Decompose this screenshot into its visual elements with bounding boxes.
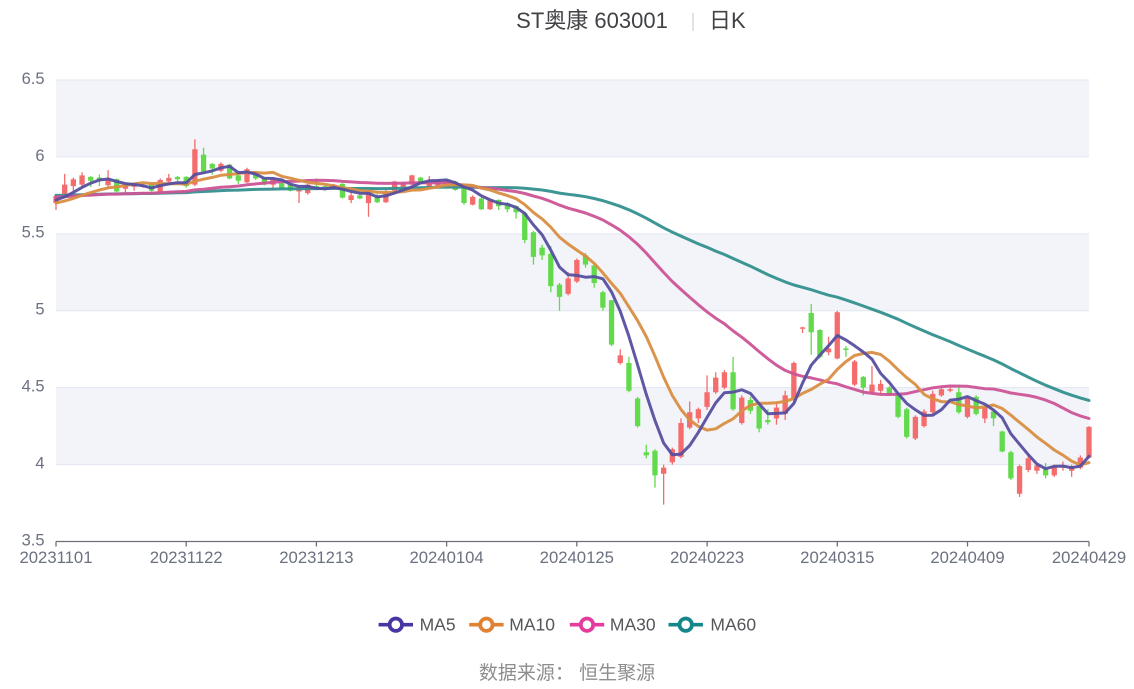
svg-text:20240429: 20240429 [1052,548,1126,567]
svg-text:5: 5 [35,301,44,319]
svg-text:20240315: 20240315 [800,548,874,567]
svg-text:3.5: 3.5 [22,531,45,549]
svg-text:20240104: 20240104 [409,548,483,567]
svg-text:MA30: MA30 [610,615,656,635]
svg-text:20231213: 20231213 [279,548,353,567]
svg-text:20231122: 20231122 [150,548,223,567]
svg-text:数据来源： 恒生聚源: 数据来源： 恒生聚源 [479,662,655,684]
svg-text:MA5: MA5 [420,615,456,635]
svg-text:20240125: 20240125 [540,548,614,567]
svg-text:5.5: 5.5 [22,224,45,242]
svg-text:MA60: MA60 [710,615,756,635]
svg-text:20240409: 20240409 [930,548,1004,567]
svg-text:6.5: 6.5 [22,70,45,88]
svg-text:日K: 日K [709,8,746,33]
svg-text:20231101: 20231101 [19,548,92,567]
svg-text:4: 4 [35,454,44,472]
svg-text:4.5: 4.5 [22,378,45,396]
svg-text:6: 6 [35,147,44,165]
svg-text:ST奥康 603001: ST奥康 603001 [516,8,668,33]
svg-text:20240223: 20240223 [670,548,744,567]
svg-text:MA10: MA10 [509,615,555,635]
